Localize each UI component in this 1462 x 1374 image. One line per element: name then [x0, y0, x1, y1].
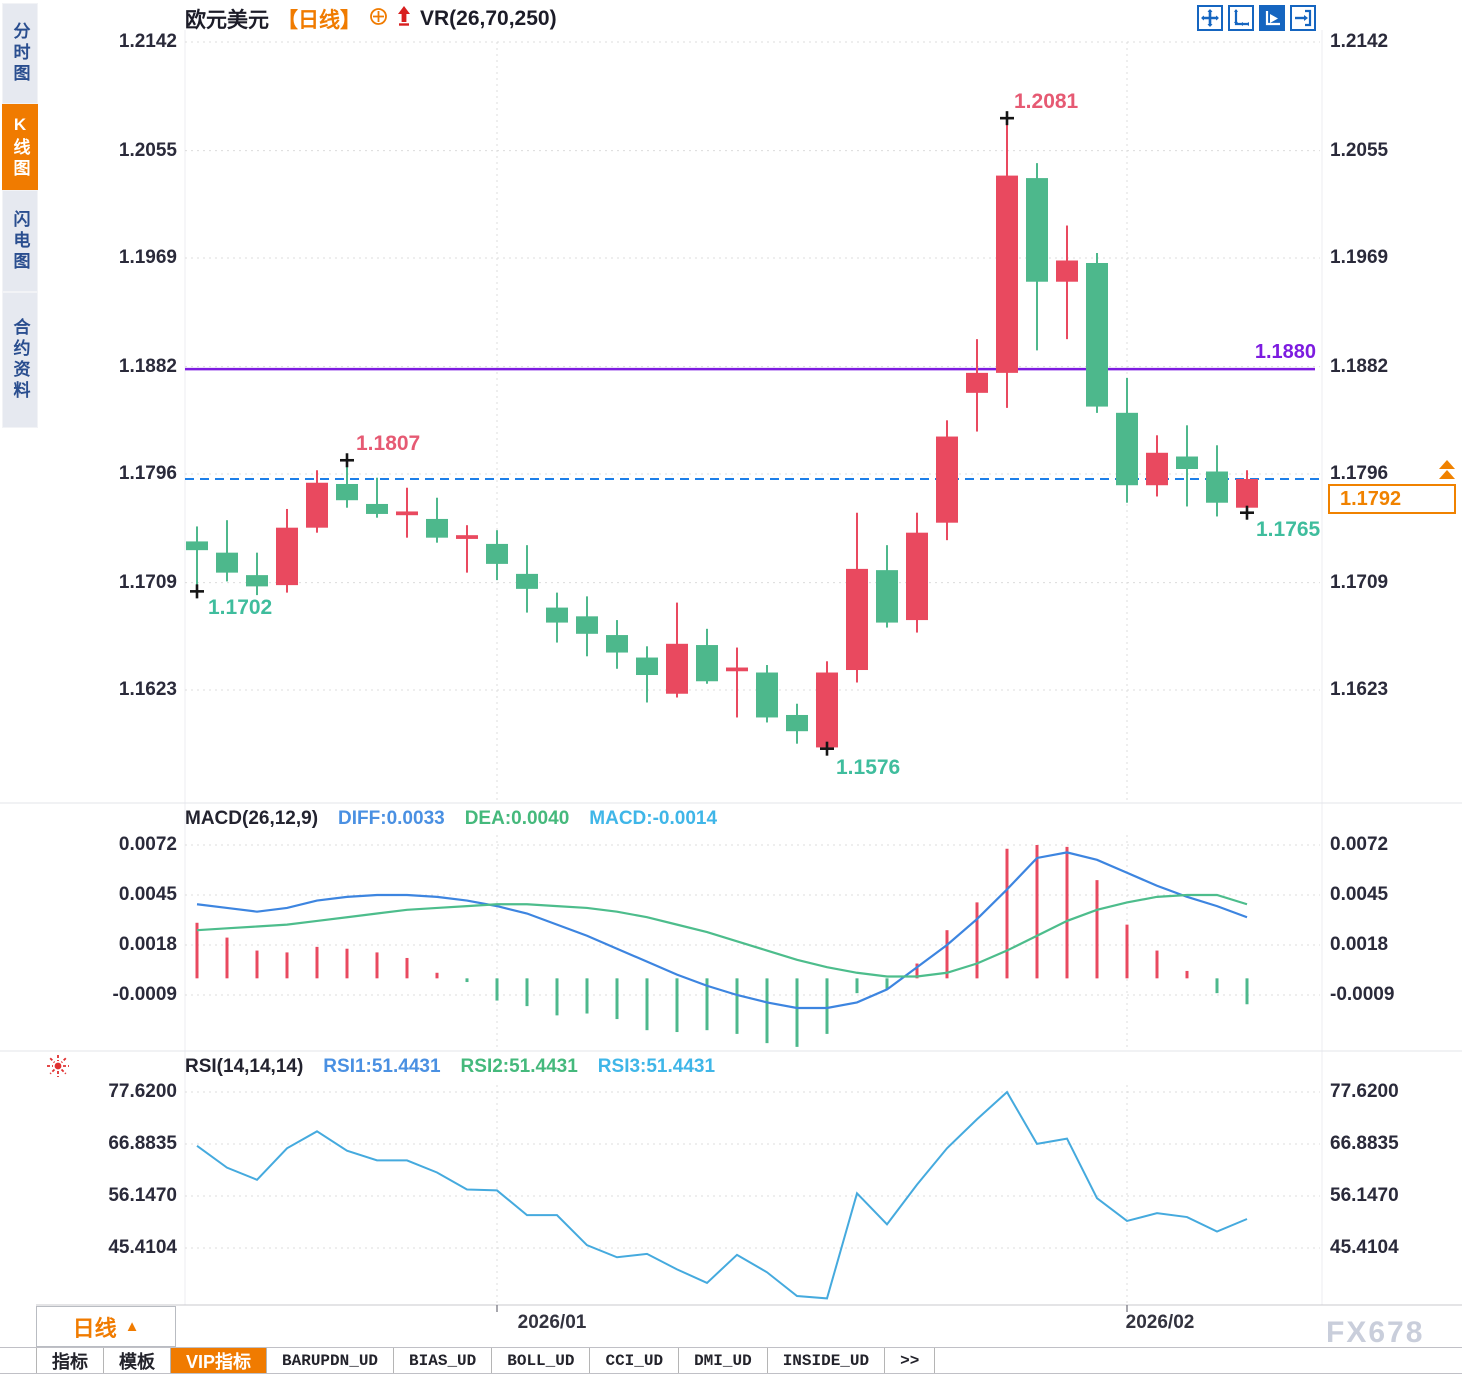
period-tag: 【日线】: [277, 9, 361, 32]
price-axis-right-label: 1.2142: [1330, 31, 1389, 52]
macd-hist-value: MACD:-0.0014: [589, 808, 718, 829]
rsi-axis-right-label: 45.4104: [1330, 1237, 1399, 1258]
price-axis-right-label: 1.2055: [1330, 139, 1389, 161]
price-axis-left-label: 1.2142: [118, 31, 177, 52]
last-price-box: 1.1792: [1328, 484, 1456, 514]
axis-play-icon[interactable]: [1259, 5, 1285, 31]
bottom-tab-模板[interactable]: 模板: [104, 1348, 171, 1373]
bottom-tab-BOLL_UD[interactable]: BOLL_UD: [492, 1348, 591, 1373]
rsi-settings-icon[interactable]: [46, 1054, 70, 1078]
price-axis-right-label: 1.1796: [1330, 462, 1389, 484]
label-bottom-low: 1.1576: [836, 756, 901, 779]
sidebar-item-time-chart[interactable]: 分时图: [2, 3, 38, 104]
vr-indicator-label: VR(26,70,250): [420, 7, 557, 30]
bottom-tab-BARUPDN_UD[interactable]: BARUPDN_UD: [267, 1348, 395, 1373]
price-axis-left-label: 1.1882: [118, 355, 177, 377]
label-early-low: 1.1702: [208, 596, 273, 619]
macd-axis-left-label: 0.0018: [118, 933, 177, 955]
timeframe-selector[interactable]: 日线 ▲: [36, 1306, 176, 1347]
sidebar-item-candle-chart[interactable]: K线图: [2, 104, 38, 190]
red-up-arrow-icon: [396, 5, 412, 33]
pan-crosshair-icon[interactable]: [1197, 5, 1223, 31]
macd-axis-left-label: -0.0009: [112, 983, 177, 1005]
macd-title: MACD(26,12,9): [185, 808, 319, 829]
rsi-axis-left-label: 77.6200: [108, 1081, 177, 1102]
macd-axis-left-label: 0.0072: [118, 834, 177, 855]
rsi3-value: RSI3:51.4431: [597, 1056, 716, 1077]
x-axis-label-jan: 2026/01: [517, 1312, 587, 1333]
label-hline-price: 1.1880: [1254, 341, 1316, 363]
rsi-axis-right-label: 56.1470: [1330, 1185, 1399, 1206]
label-recent-low: 1.1765: [1256, 518, 1321, 541]
macd-axis-right-label: 0.0045: [1330, 883, 1389, 905]
axis-scale-icon[interactable]: [1228, 5, 1254, 31]
bottom-tab-CCI_UD[interactable]: CCI_UD: [590, 1348, 680, 1373]
label-swing-high: 1.1807: [356, 432, 421, 455]
price-up-arrows-icon: [1438, 460, 1456, 484]
rsi-header: RSI(14,14,14) RSI1:51.4431 RSI2:51.4431 …: [185, 1056, 715, 1078]
price-axis-left-label: 1.2055: [118, 139, 177, 161]
bottom-tab-指标[interactable]: 指标: [37, 1348, 104, 1373]
price-axis-left-label: 1.1623: [118, 678, 177, 700]
price-axis-left-label: 1.1709: [118, 571, 177, 593]
label-high: 1.2081: [1014, 90, 1079, 113]
macd-axis-left-label: 0.0045: [118, 883, 177, 905]
x-axis-label-feb: 2026/02: [1125, 1312, 1195, 1333]
rsi-title: RSI(14,14,14): [185, 1056, 304, 1077]
price-axis-right-label: 1.1623: [1330, 678, 1389, 700]
macd-axis-right-label: -0.0009: [1330, 983, 1395, 1005]
rsi-axis-left-label: 66.8835: [108, 1133, 177, 1154]
macd-diff-value: DIFF:0.0033: [338, 808, 445, 829]
macd-axis-right-label: 0.0072: [1330, 834, 1389, 855]
timeframe-up-triangle-icon: ▲: [124, 1318, 140, 1335]
settings-target-icon[interactable]: [369, 7, 388, 32]
macd-axis-right-label: 0.0018: [1330, 933, 1389, 955]
rsi-axis-right-label: 66.8835: [1330, 1133, 1399, 1154]
rsi1-value: RSI1:51.4431: [323, 1056, 441, 1077]
rsi-axis-left-label: 45.4104: [108, 1237, 177, 1258]
timeframe-label: 日线: [72, 1315, 117, 1341]
price-axis-right-label: 1.1709: [1330, 571, 1389, 593]
rsi-axis-left-label: 56.1470: [108, 1185, 177, 1206]
watermark: FX678: [1326, 1316, 1425, 1349]
sidebar-item-contract-info[interactable]: 合约资料: [2, 292, 38, 428]
price-axis-right-label: 1.1969: [1330, 246, 1389, 268]
price-axis-left-label: 1.1969: [118, 246, 177, 268]
chart-header: 欧元美元 【日线】 VR(26,70,250): [185, 4, 557, 34]
price-axis-right-label: 1.1882: [1330, 355, 1389, 377]
bottom-tab-VIP指标[interactable]: VIP指标: [171, 1348, 268, 1373]
symbol-title: 欧元美元: [185, 9, 269, 32]
rsi-axis-right-label: 77.6200: [1330, 1081, 1399, 1102]
sidebar-item-flash-chart[interactable]: 闪电图: [2, 190, 38, 292]
macd-dea-value: DEA:0.0040: [464, 808, 570, 829]
indicator-tabbar: 指标 模板 VIP指标 BARUPDN_UD BIAS_UD BOLL_UD CCI_UD D…: [0, 1347, 1462, 1374]
rsi2-value: RSI2:51.4431: [460, 1056, 578, 1077]
pan-right-icon[interactable]: [1290, 5, 1316, 31]
bottom-tab-more[interactable]: >>: [885, 1348, 936, 1373]
macd-header: MACD(26,12,9) DIFF:0.0033 DEA:0.0040 MAC…: [185, 808, 717, 830]
bottom-tab-INSIDE_UD[interactable]: INSIDE_UD: [768, 1348, 886, 1373]
tabbar-spacer: [0, 1348, 37, 1373]
bottom-tab-BIAS_UD[interactable]: BIAS_UD: [394, 1348, 493, 1373]
bottom-tab-DMI_UD[interactable]: DMI_UD: [679, 1348, 768, 1373]
price-axis-left-label: 1.1796: [118, 462, 177, 484]
